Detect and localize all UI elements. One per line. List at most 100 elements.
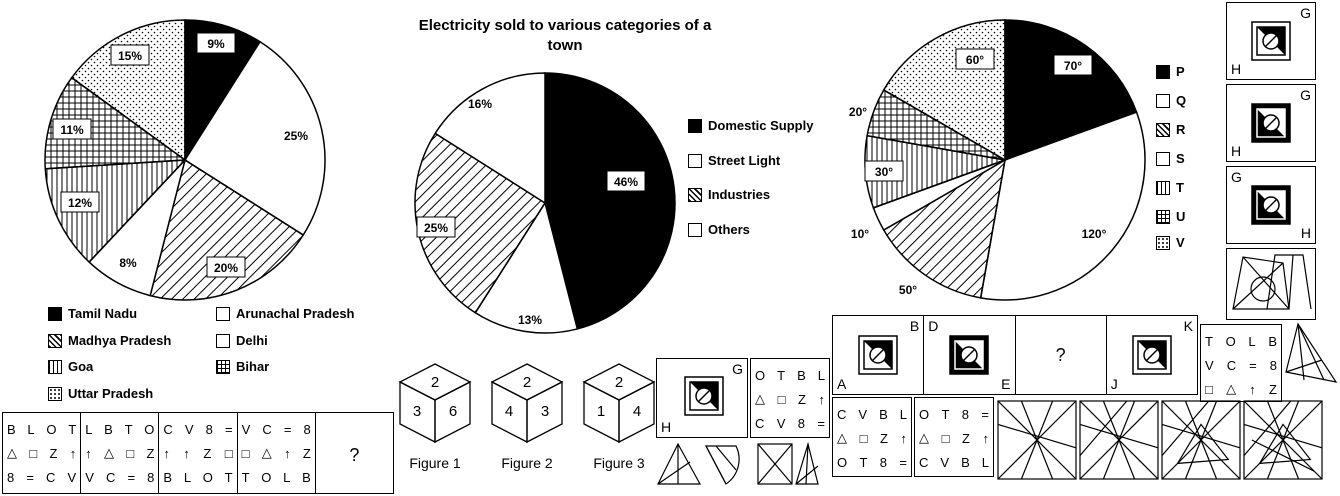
grid-symbol: □	[941, 430, 950, 446]
grid-symbol: L	[27, 421, 35, 437]
pie2-legend: Domestic Supply Street Light Industries …	[688, 118, 848, 248]
grid-symbol: 8	[7, 469, 15, 485]
grid-symbol: 8	[1269, 357, 1277, 373]
legend-swatch	[1156, 235, 1170, 250]
grid-row: △ □ Z ↑	[833, 426, 911, 450]
grid-symbol: B	[302, 469, 311, 485]
grid-symbol: C	[262, 421, 272, 437]
grid-row: O T 8 =	[833, 450, 911, 474]
legend-item: U	[1156, 209, 1185, 224]
option-letter-grid: C V B L △ □ Z ↑ O T 8 =	[832, 397, 912, 477]
grid-row: V C = 8	[1201, 353, 1281, 377]
pie1-legend: Tamil Nadu Arunachal Pradesh Madhya Prad…	[48, 306, 378, 402]
pie-slice	[882, 158, 1007, 299]
grid-symbol: 8	[205, 421, 213, 437]
slice-label: 9%	[207, 37, 225, 51]
grid-symbol: 8	[303, 421, 311, 437]
pie-chart-degrees: 70° 120° 50° 10° 30° 20° 60°	[849, 19, 1146, 301]
slice-label: 30°	[875, 165, 893, 179]
legend-swatch	[216, 359, 230, 374]
grid-symbol: O	[1225, 333, 1236, 349]
grid-symbol: C	[163, 421, 173, 437]
grid-symbol: L	[183, 469, 192, 485]
grid-symbol: □	[29, 445, 38, 461]
option-letter-grid: O T 8 = △ □ Z ↑ C V B L	[914, 397, 994, 477]
grid-symbol: □	[224, 445, 233, 461]
corner-label: A	[837, 376, 847, 392]
mirror-figure-icon	[1251, 185, 1291, 225]
grid-row: △ □ Z ↑	[751, 387, 829, 411]
grid-symbol: V	[184, 421, 194, 437]
grid-row: O T 8 =	[915, 402, 993, 426]
label-box	[60, 191, 100, 213]
corner-label: G	[1300, 5, 1311, 21]
pie-slice	[44, 76, 188, 170]
figure-caption: Figure 1	[409, 455, 461, 471]
die-face-number: 4	[505, 403, 513, 420]
legend-swatch	[216, 306, 230, 321]
label-box	[955, 48, 995, 70]
legend-swatch	[216, 333, 230, 348]
slice-label: 10°	[851, 227, 869, 241]
legend-item: S	[1156, 151, 1185, 166]
label-box	[196, 32, 236, 54]
grid-symbol: =	[1249, 357, 1257, 373]
legend-swatch	[688, 118, 702, 133]
legend-swatch	[1156, 209, 1170, 224]
grid-symbol: L	[1248, 333, 1256, 349]
legend-item: V	[1156, 235, 1185, 250]
grid-symbol: ↑	[163, 445, 170, 461]
legend-swatch	[688, 153, 702, 168]
corner-label: K	[1183, 318, 1193, 334]
legend-swatch	[1156, 64, 1170, 79]
grid-row: C V 8 =	[159, 417, 236, 441]
grid-row: ↑ ↑ Z □	[159, 441, 236, 465]
grid-symbol: B	[7, 421, 16, 437]
grid-symbol: V	[776, 415, 786, 431]
corner-label: G	[1231, 169, 1242, 185]
pie-slice	[544, 72, 676, 330]
slice-label: 8%	[119, 256, 137, 270]
label-box	[606, 170, 646, 192]
triangle-figures	[657, 441, 819, 485]
slice-label: 20°	[849, 105, 867, 119]
grid-symbol: B	[163, 469, 173, 485]
grid-symbol: □	[126, 445, 135, 461]
pie-chart-electricity: 46% 13% 25% 16%	[414, 72, 676, 334]
pie-slice	[434, 72, 546, 205]
grid-symbol: B	[879, 406, 888, 422]
die-face-number: 6	[449, 403, 457, 420]
grid-symbol: 8	[961, 406, 970, 422]
grid-symbol: V	[241, 421, 251, 437]
grid-symbol: L	[85, 421, 93, 437]
label-box	[110, 44, 150, 66]
grid-symbol: Z	[879, 430, 888, 446]
crisscross-square	[1161, 400, 1241, 480]
grid-symbol: O	[46, 421, 57, 437]
label-box	[1053, 54, 1093, 76]
legend-item: Tamil Nadu	[48, 306, 137, 321]
grid-symbol: Z	[961, 430, 970, 446]
grid-symbol: O	[202, 469, 213, 485]
grid-symbol: ↑	[85, 445, 92, 461]
grid-symbol: △	[1226, 381, 1237, 396]
legend-swatch	[688, 187, 702, 202]
grid-symbol: ↑	[982, 430, 990, 446]
letter-series-cell: C V 8 = ↑ ↑ Z □ B L O T	[159, 413, 238, 493]
mirror-figure-icon	[1132, 335, 1172, 375]
grid-symbol: V	[1205, 357, 1214, 373]
grid-symbol: L	[981, 454, 989, 470]
pie-slice	[979, 111, 1146, 301]
die-face-number: 4	[633, 403, 641, 420]
grid-symbol: 8	[879, 454, 888, 470]
mirror-figure-icon	[1251, 103, 1291, 143]
legend-swatch	[48, 333, 62, 348]
grid-symbol: ↑	[284, 445, 291, 461]
legend-swatch	[48, 386, 62, 401]
